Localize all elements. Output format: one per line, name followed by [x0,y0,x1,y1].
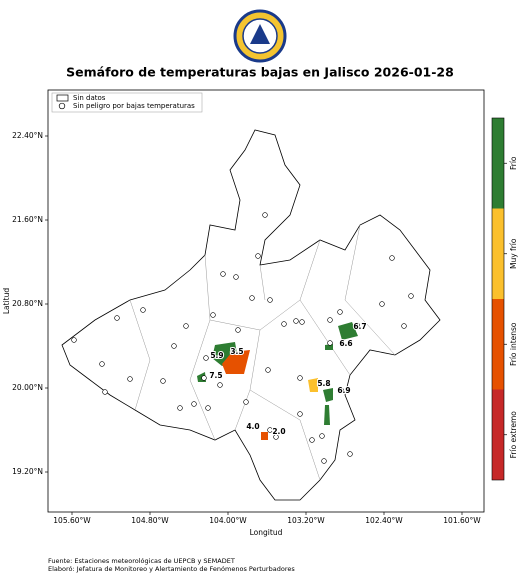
x-tick-label: 103.20°W [287,516,325,525]
station [327,340,333,346]
station [183,323,189,329]
station [99,361,105,367]
station [255,253,261,259]
station [319,433,325,439]
colorbar-label: Frío extremo [509,411,518,459]
station [309,437,315,443]
station [205,405,211,411]
colorbar-segment [492,208,504,299]
station [249,295,255,301]
station [191,401,197,407]
station [389,255,395,261]
temperature-label: 2.0 [272,427,285,436]
colorbar-label: Frío [509,156,518,170]
legend-label: Sin datos [73,94,106,102]
colorbar-segment [492,299,504,390]
station [297,375,303,381]
title: Semáforo de temperaturas bajas en Jalisc… [66,65,454,80]
legend-label: Sin peligro por bajas temperaturas [73,102,195,110]
x-tick-label: 101.60°W [443,516,481,525]
colorbar-segment [492,389,504,480]
station [177,405,183,411]
station [297,411,303,417]
station [401,323,407,329]
colorbar-frame [491,117,505,481]
station [262,212,268,218]
station [220,271,226,277]
x-tick-label: 104.80°W [131,516,169,525]
station [299,319,305,325]
station [267,427,273,433]
temperature-label: 6.9 [337,386,350,395]
station [102,389,108,395]
station [243,399,249,405]
x-axis-label: Longitud [250,528,283,537]
temperature-label: 5.9 [210,351,223,360]
x-tick-label: 105.60°W [53,516,91,525]
station [114,315,120,321]
station [327,317,333,323]
y-axis-label: Latitud [2,288,11,314]
station [267,297,273,303]
station [337,309,343,315]
station [210,312,216,318]
footer-line: Elaboró: Jefatura de Monitoreo y Alertam… [48,565,295,573]
station [217,382,223,388]
station [233,274,239,280]
y-tick-label: 19.20°N [12,467,43,476]
municipal-borders [129,224,396,481]
temperature-label: 4.0 [246,422,259,431]
temperature-label: 7.5 [209,371,222,380]
station [338,387,344,393]
x-tick-label: 104.00°W [209,516,247,525]
temperature-label: 6.6 [339,339,352,348]
stations [71,212,414,464]
station [281,321,287,327]
station [203,355,209,361]
station [347,451,353,457]
station [171,343,177,349]
y-tick-label: 20.80°N [12,299,43,308]
station [127,376,133,382]
state-outline [61,129,441,501]
y-tick-label: 20.00°N [12,383,43,392]
station [321,458,327,464]
footer-line: Fuente: Estaciones meteorológicas de UEP… [48,557,235,565]
colorbar-label: Muy frío [509,238,518,269]
temperature-label: 6.7 [353,322,366,331]
colorbar-label: Frío intenso [509,322,518,366]
logo [233,9,287,63]
colorbar-segment [492,118,504,209]
station [160,378,166,384]
legend: Sin datos Sin peligro por bajas temperat… [51,92,203,113]
station [235,327,241,333]
station [201,375,207,381]
station [354,322,360,328]
station [140,307,146,313]
station [71,337,77,343]
station [293,318,299,324]
temperature-label: 5.8 [317,379,330,388]
station [408,293,414,299]
y-tick-label: 21.60°N [12,215,43,224]
station [265,367,271,373]
temperature-label: 3.5 [230,347,243,356]
station [379,301,385,307]
alert-patches [197,322,358,440]
y-tick-label: 22.40°N [12,131,43,140]
station [273,434,279,440]
map-frame [47,89,485,513]
x-tick-label: 102.40°W [365,516,403,525]
